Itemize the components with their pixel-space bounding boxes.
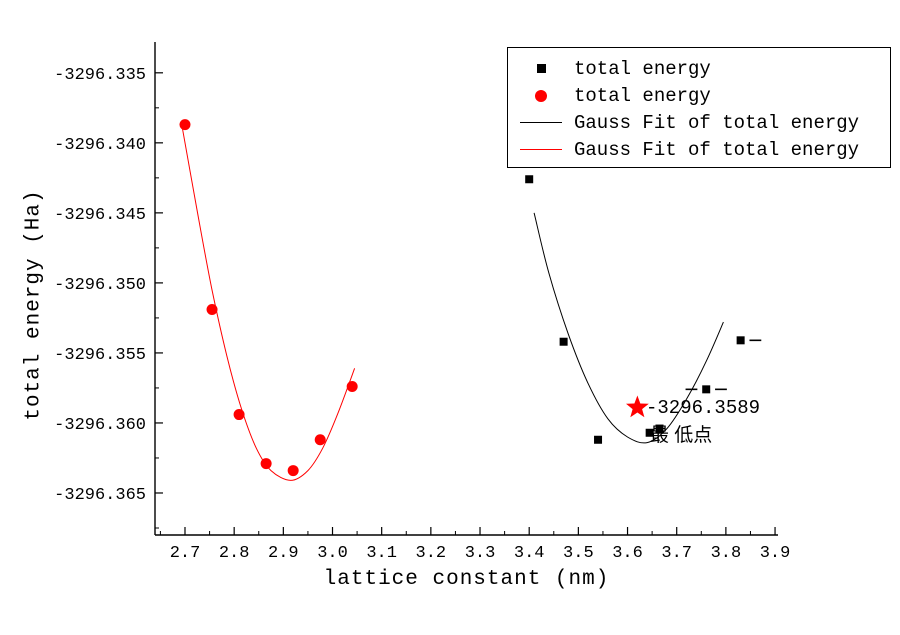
data-point-square: [655, 424, 664, 433]
y-tick-label: -3296.350: [54, 276, 146, 295]
error-dashes: [685, 339, 762, 391]
data-point-square: [736, 336, 745, 345]
y-tick-label: -3296.345: [54, 206, 146, 225]
data-point-circle: [179, 119, 191, 131]
x-tick-label: 2.8: [219, 544, 250, 563]
series-black-squares: [525, 175, 745, 444]
y-axis-ticks: -3296.335 -3296.340 -3296.345 -3296.350 -329…: [54, 66, 163, 529]
y-tick-label: -3296.335: [54, 66, 146, 85]
data-point-circle: [314, 434, 326, 446]
y-tick-label: -3296.340: [54, 136, 146, 155]
x-tick-label: 3.6: [612, 544, 643, 563]
gauss-fit-curve-red: [182, 128, 356, 481]
data-point-circle: [260, 458, 272, 470]
legend-square-marker-icon: [508, 64, 574, 73]
x-tick-label: 3.2: [416, 544, 447, 563]
y-tick-label: -3296.355: [54, 346, 146, 365]
x-tick-label: 2.7: [170, 544, 201, 563]
legend-red-line-icon: [508, 149, 574, 150]
data-point-circle: [233, 409, 245, 421]
legend-black-line-icon: [508, 122, 574, 123]
data-point-circle: [206, 304, 218, 316]
x-tick-label: 3.1: [366, 544, 397, 563]
minimum-star-icon: [626, 395, 649, 418]
legend-entry-red-fit: Gauss Fit of total energy: [508, 136, 890, 163]
x-axis-ticks: 2.7 2.8 2.9 3.0 3.1 3.2 3.3 3.4 3.5 3.6 3.7 3.8 3.9: [159, 527, 791, 563]
y-tick-label: -3296.360: [54, 416, 146, 435]
x-tick-label: 3.5: [563, 544, 594, 563]
legend-label: total energy: [574, 57, 711, 80]
x-tick-label: 3.9: [760, 544, 791, 563]
minimum-value-label: -3296.3589: [646, 397, 761, 419]
legend-circle-marker-icon: [508, 89, 574, 102]
data-point-square: [702, 385, 711, 394]
minimum-caption-label: 最 低点: [650, 425, 713, 446]
legend: total energy total energy Gauss Fit of t…: [507, 47, 891, 168]
legend-label: total energy: [574, 84, 711, 107]
data-point-circle: [287, 465, 299, 477]
x-tick-label: 3.3: [465, 544, 496, 563]
y-axis-title: total energy (Ha): [22, 189, 46, 421]
x-tick-label: 3.0: [317, 544, 348, 563]
x-tick-label: 2.9: [268, 544, 299, 563]
data-point-square: [525, 175, 534, 184]
legend-entry-black-fit: Gauss Fit of total energy: [508, 109, 890, 136]
legend-label: Gauss Fit of total energy: [574, 138, 860, 161]
legend-label: Gauss Fit of total energy: [574, 111, 860, 134]
data-point-square: [594, 435, 603, 444]
y-tick-label: -3296.365: [54, 486, 146, 505]
x-tick-label: 3.7: [661, 544, 692, 563]
data-point-circle: [346, 381, 358, 393]
legend-entry-black-points: total energy: [508, 55, 890, 82]
data-point-square: [559, 337, 568, 346]
data-point-square: [645, 428, 654, 437]
series-red-circles: [179, 119, 358, 477]
x-tick-label: 3.8: [711, 544, 742, 563]
legend-entry-red-points: total energy: [508, 82, 890, 109]
x-tick-label: 3.4: [514, 544, 545, 563]
x-axis-title: lattice constant (nm): [323, 568, 610, 591]
